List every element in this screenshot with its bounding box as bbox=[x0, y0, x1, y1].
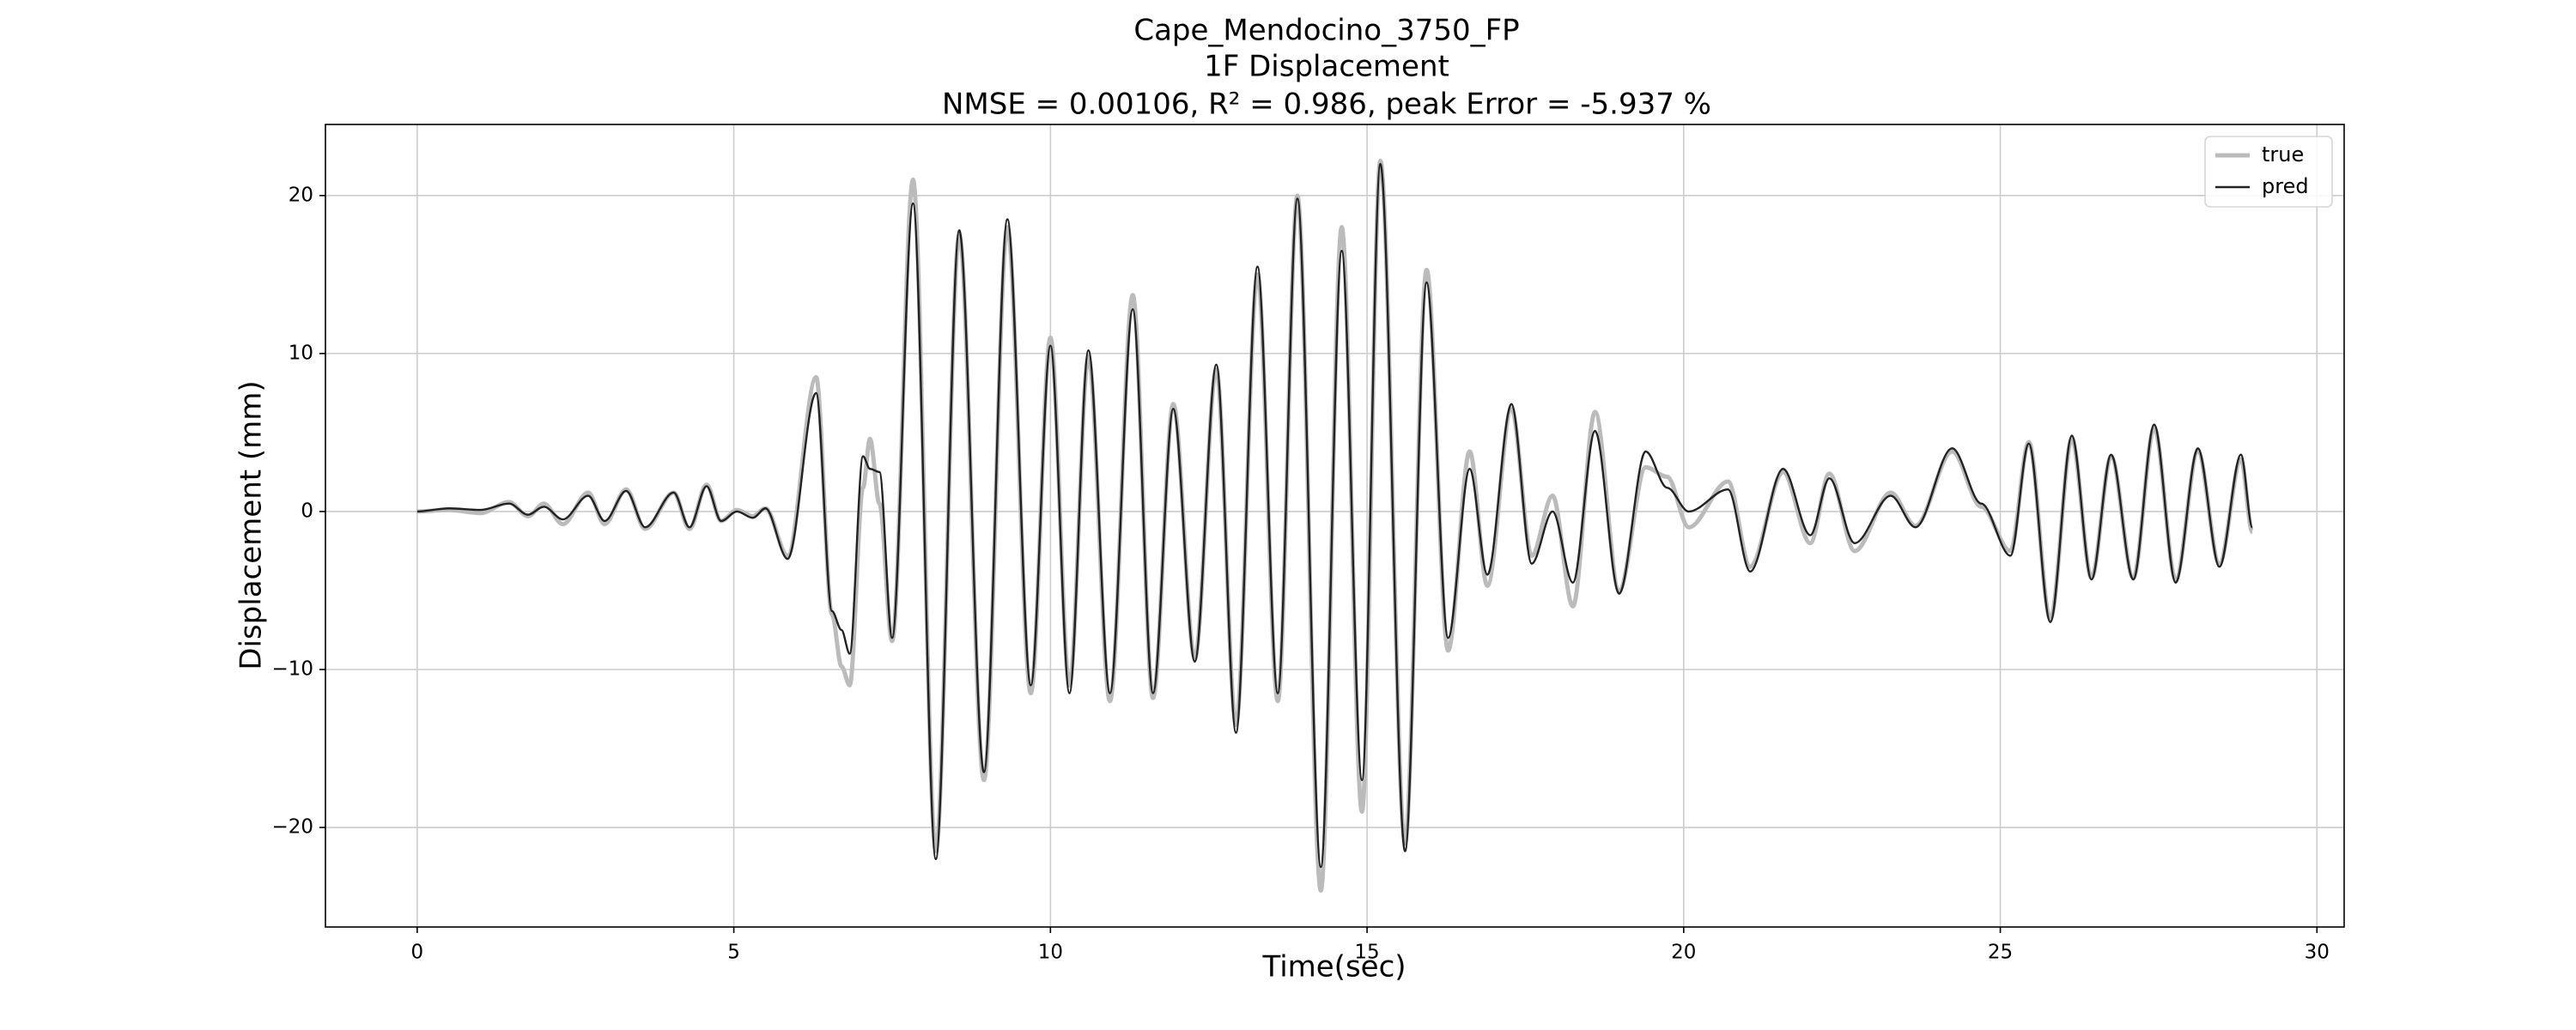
y-axis-label: Displacement (mm) bbox=[234, 380, 269, 670]
x-tick-label: 25 bbox=[1988, 942, 2013, 964]
x-tick-label: 20 bbox=[1671, 942, 1696, 964]
series-line bbox=[416, 162, 2254, 869]
x-tick-label: 5 bbox=[727, 942, 740, 964]
y-tick-label: −20 bbox=[271, 816, 313, 839]
legend-label: true bbox=[2262, 142, 2304, 167]
legend-label: pred bbox=[2262, 174, 2309, 198]
x-tick-label: 10 bbox=[1038, 942, 1063, 964]
chart-subtitle: 1F Displacement bbox=[1204, 50, 1449, 84]
y-tick-label: −10 bbox=[271, 657, 313, 680]
chart-title: Cape_Mendocino_3750_FP bbox=[1133, 14, 1519, 48]
x-tick-label: 15 bbox=[1354, 942, 1379, 964]
y-tick-label: 10 bbox=[289, 342, 313, 364]
y-tick-label: 20 bbox=[289, 184, 313, 206]
chart-metrics: NMSE = 0.00106, R² = 0.986, peak Error =… bbox=[942, 88, 1711, 122]
plot-frame bbox=[325, 124, 2345, 928]
x-axis-label: Time(sec) bbox=[1261, 950, 1406, 985]
grid bbox=[325, 124, 2344, 927]
y-tick-label: 0 bbox=[301, 500, 313, 522]
x-tick-label: 0 bbox=[411, 942, 424, 964]
x-tick-label: 30 bbox=[2305, 942, 2330, 964]
legend: true pred bbox=[2204, 136, 2333, 208]
